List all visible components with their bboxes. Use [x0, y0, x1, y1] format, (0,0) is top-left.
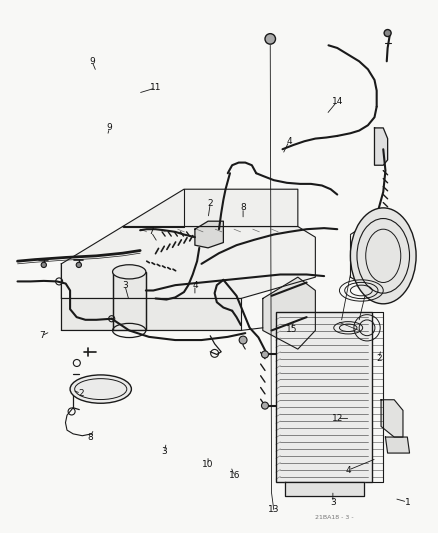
Text: 9: 9 [89, 57, 95, 66]
Circle shape [261, 402, 268, 409]
Text: 8: 8 [87, 433, 93, 441]
Text: 7: 7 [148, 228, 154, 236]
Polygon shape [123, 189, 298, 227]
Text: 2: 2 [208, 199, 213, 208]
Polygon shape [61, 298, 241, 330]
Polygon shape [285, 482, 364, 496]
Text: 9: 9 [106, 124, 113, 132]
Text: 21BA18 - 3 -: 21BA18 - 3 - [315, 515, 354, 520]
Text: 3: 3 [330, 498, 336, 507]
Polygon shape [385, 437, 410, 453]
Circle shape [265, 34, 276, 44]
Circle shape [76, 262, 81, 268]
Polygon shape [381, 400, 403, 437]
Text: 2: 2 [376, 354, 381, 362]
Circle shape [261, 351, 268, 358]
Text: 7: 7 [39, 332, 45, 340]
Circle shape [41, 262, 46, 268]
Text: 4: 4 [286, 137, 292, 146]
Text: 10: 10 [202, 461, 214, 469]
Circle shape [239, 336, 247, 344]
Text: 8: 8 [240, 204, 246, 212]
Text: 3: 3 [122, 281, 128, 289]
Text: 13: 13 [268, 505, 279, 514]
Text: 15: 15 [286, 325, 297, 334]
Text: 11: 11 [150, 84, 161, 92]
Bar [276, 312, 372, 482]
Text: 12: 12 [332, 414, 343, 423]
Text: 2: 2 [78, 389, 84, 398]
Circle shape [384, 29, 391, 37]
Bar [113, 272, 146, 330]
Polygon shape [374, 128, 388, 165]
Text: 4: 4 [346, 466, 351, 474]
Polygon shape [263, 277, 315, 349]
Text: 14: 14 [332, 97, 343, 106]
Ellipse shape [350, 208, 416, 304]
Text: 16: 16 [229, 472, 240, 480]
Polygon shape [61, 227, 315, 298]
Text: 4: 4 [192, 281, 198, 289]
Text: 1: 1 [404, 498, 410, 506]
Text: 3: 3 [161, 448, 167, 456]
Polygon shape [195, 221, 223, 248]
Ellipse shape [70, 375, 131, 403]
Ellipse shape [113, 265, 146, 279]
